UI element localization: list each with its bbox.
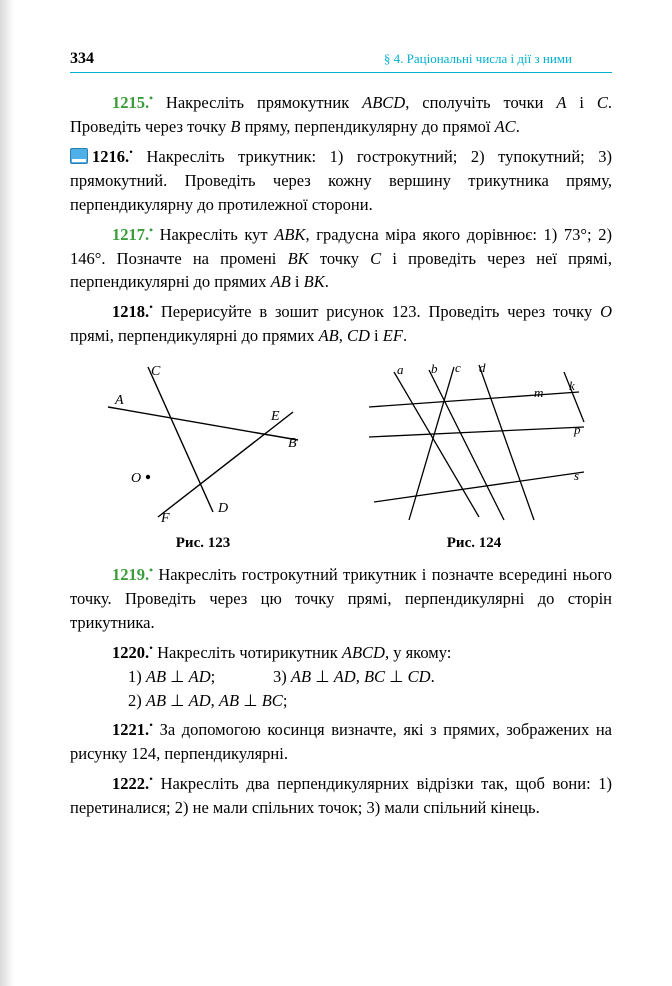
problem-1222: 1222.• Накресліть два перпендикулярних в…: [70, 772, 612, 820]
spine-shadow: [0, 0, 14, 986]
problem-1215: 1215.• Накресліть прямокутник ABCD, спол…: [70, 91, 612, 139]
svg-text:O: O: [131, 471, 141, 486]
computer-icon: [70, 148, 88, 164]
svg-text:D: D: [217, 501, 228, 516]
problem-1219: 1219.• Накресліть гострокутний трикутник…: [70, 563, 612, 635]
pnum: 1216.: [92, 147, 129, 166]
fig123-svg: A C E B D F O: [93, 362, 313, 522]
fig123-caption: Рис. 123: [93, 533, 313, 555]
pnum: 1220.: [112, 643, 149, 662]
svg-text:c: c: [455, 362, 461, 375]
problem-1217: 1217.• Накресліть кут ABK, градусна міра…: [70, 223, 612, 295]
svg-text:B: B: [288, 436, 297, 451]
textbook-page: 334 § 4. Раціональні числа і дії з ними …: [0, 0, 672, 986]
svg-text:a: a: [397, 362, 404, 377]
svg-text:d: d: [479, 362, 486, 375]
pnum: 1215.: [112, 93, 149, 112]
problem-1218: 1218.• Перерисуйте в зошит рисунок 123. …: [70, 300, 612, 348]
svg-text:k: k: [569, 378, 575, 393]
page-number: 334: [70, 50, 94, 68]
svg-text:C: C: [151, 364, 161, 379]
page-header: 334 § 4. Раціональні числа і дії з ними: [70, 50, 612, 73]
svg-text:s: s: [574, 468, 579, 483]
pnum: 1217.: [112, 225, 149, 244]
content: 1215.• Накресліть прямокутник ABCD, спол…: [70, 91, 612, 820]
problem-1216: 1216.• Накресліть трикутник: 1) гостроку…: [70, 145, 612, 217]
svg-text:p: p: [573, 422, 581, 437]
figure-124: a b c d m k p s Рис. 124: [359, 362, 589, 555]
svg-text:A: A: [114, 393, 124, 408]
fig124-caption: Рис. 124: [359, 533, 589, 555]
figure-123: A C E B D F O Рис. 123: [93, 362, 313, 555]
section-title: § 4. Раціональні числа і дії з ними: [94, 51, 612, 67]
pnum: 1222.: [112, 774, 149, 793]
pnum: 1219.: [112, 565, 149, 584]
svg-text:b: b: [431, 362, 438, 376]
problem-1220: 1220.• Накресліть чотирикутник ABCD, у я…: [70, 641, 612, 713]
p1220-line2: 2) AB ⊥ AD, AB ⊥ BC;: [70, 689, 612, 713]
figures-row: A C E B D F O Рис. 123: [70, 362, 612, 555]
p1220-line1: 1) AB ⊥ AD; 3) AB ⊥ AD, BC ⊥ CD.: [70, 665, 612, 689]
pnum: 1218.: [112, 302, 149, 321]
svg-text:m: m: [534, 385, 543, 400]
svg-text:F: F: [160, 511, 170, 522]
problem-1221: 1221.• За допомогою косинця визначте, як…: [70, 718, 612, 766]
fig124-svg: a b c d m k p s: [359, 362, 589, 522]
pnum: 1221.: [112, 720, 149, 739]
svg-text:E: E: [270, 409, 280, 424]
